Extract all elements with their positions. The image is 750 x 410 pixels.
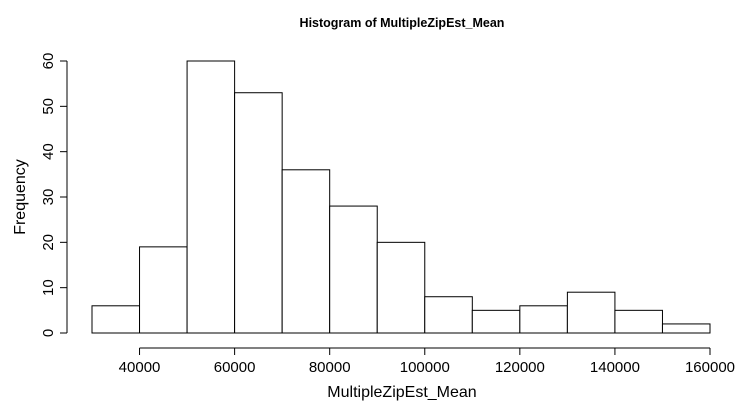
histogram-bar-3 bbox=[186, 60, 236, 334]
histogram-bar-12 bbox=[614, 309, 663, 334]
histogram-bar-1 bbox=[91, 305, 141, 334]
x-tick-label: 160000 bbox=[685, 359, 735, 376]
y-tick-label: 40 bbox=[40, 143, 57, 160]
x-tick-label: 80000 bbox=[309, 359, 351, 376]
histogram-bar-4 bbox=[234, 92, 283, 334]
y-tick-label: 10 bbox=[40, 279, 57, 296]
y-axis-label: Frequency bbox=[12, 159, 29, 235]
histogram-bar-8 bbox=[424, 296, 473, 334]
y-tick-label: 30 bbox=[40, 189, 57, 206]
histogram-bar-7 bbox=[376, 241, 426, 334]
x-tick-label: 40000 bbox=[119, 359, 161, 376]
y-tick-label: 50 bbox=[40, 98, 57, 115]
histogram-bar-10 bbox=[519, 305, 568, 334]
x-tick-label: 120000 bbox=[495, 359, 545, 376]
x-axis: 40000 60000 80000 100000 120000 140000 160000 bbox=[119, 347, 735, 376]
chart-title: Histogram of MultipleZipEst_Mean bbox=[300, 16, 505, 30]
histogram-bar-5 bbox=[281, 169, 331, 334]
histogram-bar-2 bbox=[139, 246, 188, 334]
y-tick-label: 60 bbox=[40, 53, 57, 70]
histogram-bar-13 bbox=[661, 323, 711, 334]
y-tick-label: 0 bbox=[40, 329, 57, 337]
bars-group bbox=[91, 60, 711, 334]
histogram-bar-9 bbox=[471, 309, 521, 334]
histogram-bar-6 bbox=[329, 205, 378, 334]
y-tick-label: 20 bbox=[40, 234, 57, 251]
x-tick-label: 60000 bbox=[214, 359, 256, 376]
x-axis-label: MultipleZipEst_Mean bbox=[327, 384, 476, 401]
histogram-bar-11 bbox=[566, 291, 616, 334]
x-tick-label: 140000 bbox=[590, 359, 640, 376]
x-tick-label: 100000 bbox=[400, 359, 450, 376]
y-axis: 0 10 20 30 40 50 60 bbox=[40, 53, 68, 337]
